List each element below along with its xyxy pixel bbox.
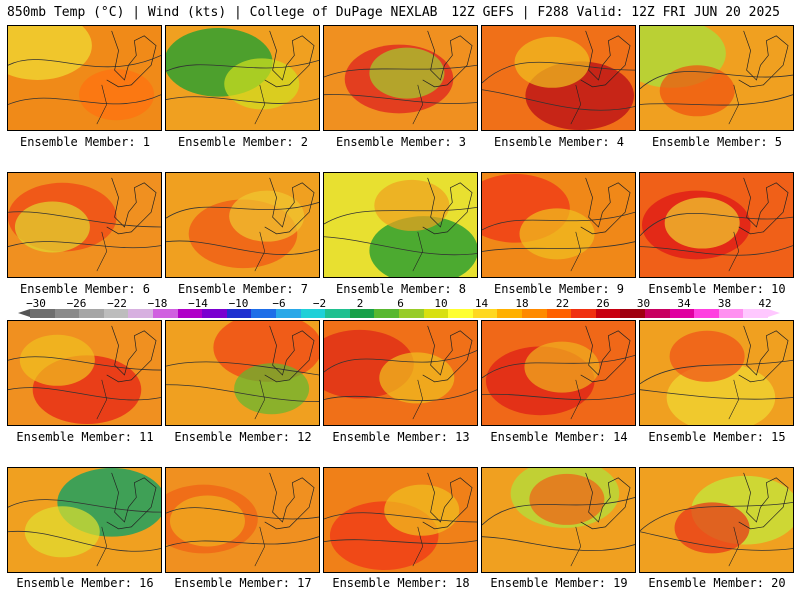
colorbar-segment <box>448 309 474 318</box>
ensemble-member-map-16 <box>7 467 162 573</box>
ensemble-member-label: Ensemble Member: 16 <box>16 576 154 590</box>
colorbar-segment <box>694 309 720 318</box>
colorbar-segment <box>349 309 375 318</box>
colorbar-segment <box>571 309 597 318</box>
colorbar-tick-label: 14 <box>474 297 489 310</box>
ensemble-member-label: Ensemble Member: 20 <box>648 576 786 590</box>
colorbar-segment <box>251 309 277 318</box>
colorbar-tick-label: 42 <box>758 297 772 310</box>
colorbar-segment <box>546 309 572 318</box>
ensemble-member-map-11 <box>7 320 162 426</box>
colorbar-segment <box>497 309 523 318</box>
colorbar-segment <box>374 309 400 318</box>
colorbar-tick-label: −22 <box>107 297 127 310</box>
colorbar-segment <box>226 309 252 318</box>
colorbar-tick-labels: −30 −26 −22 −18 −14 −10 −6 −2 2 6 10 14 18 22 26 30 34 38… <box>0 297 800 311</box>
colorbar-tick-label: 22 <box>555 297 570 310</box>
ensemble-member-label: Ensemble Member: 17 <box>174 576 312 590</box>
colorbar-segment <box>325 309 351 318</box>
colorbar-tick-label: 18 <box>515 297 529 310</box>
colorbar-tick-label: 2 <box>356 297 364 310</box>
colorbar-tick-label: −18 <box>147 297 168 310</box>
colorbar-segment <box>472 309 498 318</box>
colorbar-segment <box>54 309 80 318</box>
ensemble-member-map-4 <box>481 25 636 131</box>
colorbar-segment <box>30 309 56 318</box>
ensemble-member-label: Ensemble Member: 9 <box>493 282 625 296</box>
colorbar-tick-label: 34 <box>677 297 691 310</box>
colorbar-tick-label: −10 <box>228 297 249 310</box>
ensemble-member-map-8 <box>323 172 478 278</box>
colorbar-segment <box>743 309 769 318</box>
colorbar-segment <box>153 309 179 318</box>
colorbar-segment <box>645 309 671 318</box>
colorbar-segment <box>79 309 105 318</box>
ensemble-member-label: Ensemble Member: 12 <box>174 430 312 444</box>
colorbar-tick-label: −30 <box>26 297 46 310</box>
colorbar-segment <box>718 309 744 318</box>
colorbar-tick-label: −26 <box>66 297 87 310</box>
ensemble-member-map-18 <box>323 467 478 573</box>
colorbar-segment <box>103 309 129 318</box>
ensemble-member-map-14 <box>481 320 636 426</box>
ensemble-member-map-12 <box>165 320 320 426</box>
ensemble-member-map-19 <box>481 467 636 573</box>
ensemble-member-map-3 <box>323 25 478 131</box>
ensemble-member-label: Ensemble Member: 11 <box>16 430 154 444</box>
map-title: 850mb Temp (°C) | Wind (kts) | College o… <box>7 5 438 20</box>
colorbar-tick-label: 10 <box>434 297 448 310</box>
colorbar-segment <box>202 309 228 318</box>
colorbar-segment <box>423 309 449 318</box>
colorbar-segment <box>399 309 425 318</box>
ensemble-member-map-10 <box>639 172 794 278</box>
colorbar-tick-label: 30 <box>636 297 651 310</box>
colorbar-segment <box>128 309 154 318</box>
ensemble-member-map-17 <box>165 467 320 573</box>
ensemble-member-map-13 <box>323 320 478 426</box>
ensemble-member-label: Ensemble Member: 1 <box>19 135 151 149</box>
colorbar-segment <box>522 309 548 318</box>
ensemble-member-label: Ensemble Member: 18 <box>332 576 470 590</box>
ensemble-member-map-1 <box>7 25 162 131</box>
ensemble-member-label: Ensemble Member: 6 <box>19 282 151 296</box>
ensemble-member-label: Ensemble Member: 8 <box>335 282 467 296</box>
colorbar-tick-label: −2 <box>312 297 327 310</box>
colorbar-tick-label: 38 <box>717 297 732 310</box>
colorbar-segment <box>595 309 621 318</box>
colorbar-segment <box>620 309 646 318</box>
ensemble-member-label: Ensemble Member: 15 <box>648 430 786 444</box>
colorbar-left-arrow <box>18 309 30 317</box>
ensemble-member-label: Ensemble Member: 4 <box>493 135 625 149</box>
map-valid-time: 12Z GEFS | F288 Valid: 12Z FRI JUN 20 20… <box>451 5 780 20</box>
ensemble-member-map-5 <box>639 25 794 131</box>
ensemble-member-label: Ensemble Member: 14 <box>490 430 628 444</box>
ensemble-member-map-7 <box>165 172 320 278</box>
colorbar-tick-label: −14 <box>188 297 208 310</box>
colorbar-segment <box>669 309 695 318</box>
ensemble-member-label: Ensemble Member: 7 <box>177 282 309 296</box>
colorbar-segment <box>300 309 326 318</box>
ensemble-member-map-9 <box>481 172 636 278</box>
ensemble-member-map-6 <box>7 172 162 278</box>
ensemble-member-label: Ensemble Member: 10 <box>648 282 786 296</box>
ensemble-member-label: Ensemble Member: 3 <box>335 135 467 149</box>
ensemble-member-label: Ensemble Member: 2 <box>177 135 309 149</box>
colorbar-right-arrow <box>768 309 780 317</box>
colorbar-tick-label: 6 <box>397 297 404 310</box>
ensemble-member-map-15 <box>639 320 794 426</box>
ensemble-member-label: Ensemble Member: 5 <box>651 135 783 149</box>
map-header: 850mb Temp (°C) | Wind (kts) | College o… <box>0 0 800 22</box>
colorbar-segment <box>177 309 203 318</box>
colorbar-tick-label: 26 <box>596 297 610 310</box>
colorbar-segment <box>276 309 302 318</box>
ensemble-member-label: Ensemble Member: 19 <box>490 576 628 590</box>
ensemble-member-map-20 <box>639 467 794 573</box>
ensemble-member-map-2 <box>165 25 320 131</box>
colorbar-tick-label: −6 <box>272 297 286 310</box>
ensemble-member-label: Ensemble Member: 13 <box>332 430 470 444</box>
